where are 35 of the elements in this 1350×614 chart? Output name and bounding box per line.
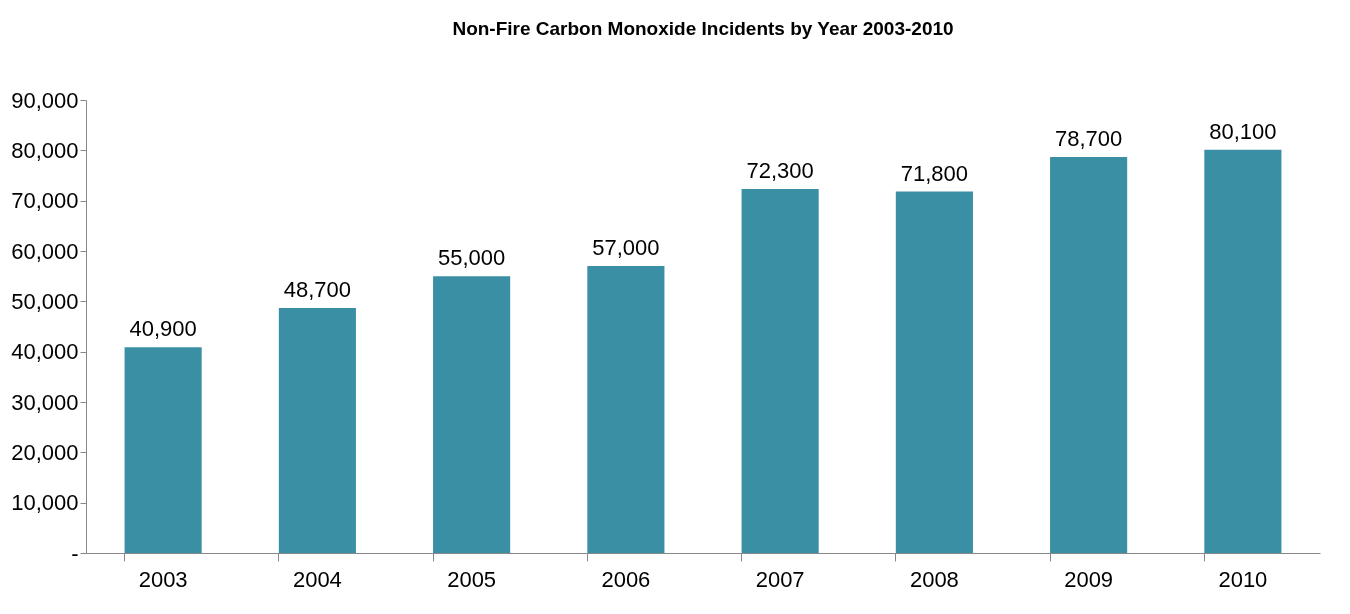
y-tick-label: 30,000: [11, 389, 79, 415]
y-tick-label: -: [71, 540, 79, 566]
data-label: 80,100: [1209, 118, 1277, 144]
x-tick-label: 2010: [1218, 566, 1268, 592]
y-tick-label: 20,000: [11, 439, 79, 465]
y-tick-label: 80,000: [11, 137, 79, 163]
x-tick-label: 2009: [1064, 566, 1114, 592]
data-label: 55,000: [437, 245, 506, 271]
data-label: 40,900: [129, 316, 197, 342]
y-tick-label: 90,000: [11, 87, 79, 113]
y-tick-label: 10,000: [11, 490, 79, 516]
bar: [895, 191, 973, 553]
bar: [1050, 156, 1128, 553]
bar: [433, 276, 511, 553]
x-tick-label: 2005: [447, 566, 497, 592]
y-tick-label: 60,000: [11, 238, 79, 264]
y-tick-label: 70,000: [11, 188, 79, 214]
x-tick-label: 2007: [755, 566, 805, 592]
bar: [278, 307, 356, 553]
bar: [741, 189, 819, 553]
x-tick-label: 2006: [601, 566, 651, 592]
bar: [1204, 149, 1282, 553]
data-label: 57,000: [592, 235, 660, 261]
bar: [124, 347, 202, 553]
chart-title: Non-Fire Carbon Monoxide Incidents by Year 2003-2010: [452, 18, 954, 39]
x-tick-label: 2003: [138, 566, 188, 592]
x-tick-label: 2008: [909, 566, 959, 592]
data-label: 72,300: [746, 158, 814, 184]
bar: [587, 266, 665, 553]
data-label: 48,700: [283, 276, 352, 302]
data-label: 71,800: [900, 160, 969, 186]
y-tick-label: 40,000: [11, 339, 79, 365]
data-label: 78,700: [1054, 125, 1123, 151]
x-tick-label: 2004: [292, 566, 342, 592]
y-tick-label: 50,000: [11, 288, 79, 314]
